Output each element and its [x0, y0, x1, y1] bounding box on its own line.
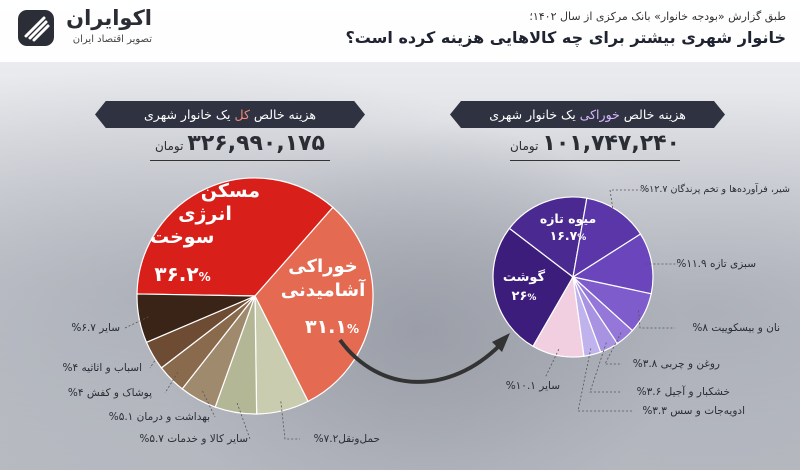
label-misc-goods: سایر کالا و خدمات ۵.۷% [139, 433, 248, 445]
leader-nuts [589, 342, 622, 393]
label-clothing: پوشاک و کفش ۴% [67, 387, 152, 399]
label-spices: ادویه‌جات و سس ۳.۳% [642, 405, 745, 417]
title-highlight: خوراکی [579, 107, 620, 122]
label-oil: روغن و چربی ۳.۸% [632, 358, 720, 370]
label-health: بهداشت و درمان ۵.۱% [108, 411, 210, 423]
food-chart-title: هزینه خالص خوراکی یک خانوار شهری [450, 101, 725, 128]
slice-housing-label: مسکن انرژی سوخت [150, 180, 260, 248]
amount-underline [510, 160, 680, 161]
food-slice-8 [532, 275, 585, 358]
total-pie [136, 177, 374, 415]
title-highlight: کل [234, 107, 250, 122]
label-food-other: سایر ۱۰.۱% [505, 380, 560, 392]
label-vegetables: سبزی تازه ۱۱.۹% [676, 258, 756, 270]
leader-other [124, 316, 149, 329]
food-amount: ۱۰۱,۷۴۷,۲۴۰تومان [509, 131, 680, 156]
connector-arrow [338, 338, 502, 384]
slice-meat-label: گوشت ۲۶% [502, 270, 546, 304]
slice-fruit-label: میوه تازه ۱۶.۷% [539, 211, 597, 243]
leader-lines [124, 189, 678, 440]
food-slice-1 [508, 196, 588, 279]
label-transport: حمل‌ونقل۷.۲% [313, 433, 380, 445]
food-slice-2 [572, 197, 642, 279]
leader-furniture [149, 350, 162, 369]
label-other: سایر ۶.۷% [71, 322, 120, 334]
total-slice-0 [136, 177, 334, 297]
slice-food-value: ۳۱.۱% [304, 316, 360, 338]
brand-tagline: تصویر اقتصاد ایران [72, 34, 152, 45]
total-amount: ۳۲۶,۹۹۰,۱۷۵تومان [154, 131, 325, 156]
leader-spices [577, 348, 632, 412]
supertitle: طبق گزارش «بودجه خانوار» بانک مرکزی از س… [529, 10, 786, 23]
total-slice-7 [136, 293, 256, 344]
slice-food-label: خوراکی آشامیدنی [280, 256, 366, 301]
leader-bread [638, 310, 675, 329]
brand-name: اکوایران [66, 6, 152, 30]
label-furniture: اسباب و اثاثیه ۴% [62, 362, 142, 374]
food-slice-3 [571, 233, 654, 295]
total-chart-title: هزینه خالص کل یک خانوار شهری [95, 101, 365, 128]
label-dairy: شیر، فرآورده‌ها و تخم پرندگان ۱۲.۷% [640, 184, 790, 195]
label-nuts: خشکبار و آجیل ۳.۶% [636, 386, 730, 398]
leader-dairy [609, 189, 645, 216]
leader-food-other [544, 349, 560, 379]
food-slice-0 [492, 227, 574, 348]
page-title: خانوار شهری بیشتر برای چه کالاهایی هزینه… [345, 28, 786, 47]
header-bar: اکوایران تصویر اقتصاد ایران طبق گزارش «ب… [0, 0, 800, 62]
leader-transport [280, 401, 300, 440]
amount-underline [150, 160, 330, 161]
leader-health [202, 390, 216, 418]
leader-clothing [164, 372, 179, 394]
label-bread: نان و بیسکوییت ۸% [692, 322, 780, 334]
arrow-head-icon [492, 333, 510, 352]
food-pie [492, 196, 654, 358]
slice-housing-value: ۳۶.۲% [154, 262, 211, 286]
total-slice-1 [254, 206, 374, 403]
ecoiran-logo-icon [18, 10, 54, 46]
